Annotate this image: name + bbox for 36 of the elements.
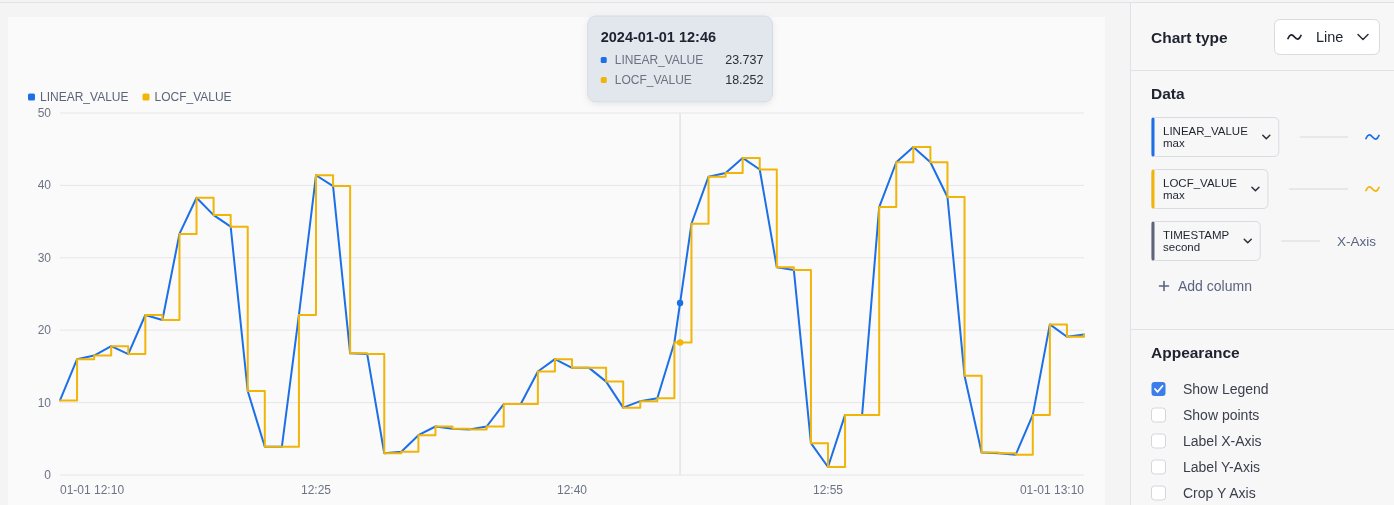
x-tick-label: 12:40 xyxy=(556,483,588,497)
text: 23.737 xyxy=(725,53,764,67)
text: 2024-01-01 12:46 xyxy=(600,29,717,45)
text: max xyxy=(1163,137,1185,149)
y-tick-label: 40 xyxy=(37,178,52,193)
text: LINEAR_VALUE xyxy=(1163,125,1249,137)
x-tick-label: 01-01 12:10 xyxy=(60,483,125,497)
line-series xyxy=(59,146,1085,469)
text: Show points xyxy=(1183,407,1260,423)
text: Show Legend xyxy=(1183,381,1269,397)
x-tick-label: 12:55 xyxy=(812,483,844,497)
text: Add column xyxy=(1178,278,1252,294)
legend-label: LOCF_VALUE xyxy=(154,90,232,104)
y-tick-label: 10 xyxy=(37,395,52,410)
text: second xyxy=(1163,241,1201,253)
y-tick-label: 50 xyxy=(37,106,52,120)
legend-label: LINEAR_VALUE xyxy=(40,90,129,104)
text: Label X-Axis xyxy=(1183,433,1262,449)
text: 18.252 xyxy=(725,73,764,87)
text: Crop Y Axis xyxy=(1183,485,1256,501)
x-tick-label: 12:25 xyxy=(300,483,332,497)
text: Chart type xyxy=(1151,28,1229,46)
text: LOCF_VALUE xyxy=(1163,177,1238,189)
text: Appearance xyxy=(1151,343,1241,361)
text: max xyxy=(1163,189,1185,201)
text: Label Y-Axis xyxy=(1183,459,1261,475)
text: LOCF_VALUE xyxy=(614,73,692,87)
y-tick-label: 0 xyxy=(44,468,52,482)
y-tick-label: 30 xyxy=(37,250,52,265)
x-tick-label: 01-01 13:10 xyxy=(1019,483,1085,497)
y-tick-label: 20 xyxy=(37,323,52,338)
text: X-Axis xyxy=(1337,233,1377,249)
text: Data xyxy=(1151,84,1185,102)
text: TIMESTAMP xyxy=(1163,229,1230,241)
text: Line xyxy=(1316,29,1344,45)
text: LINEAR_VALUE xyxy=(614,53,704,67)
